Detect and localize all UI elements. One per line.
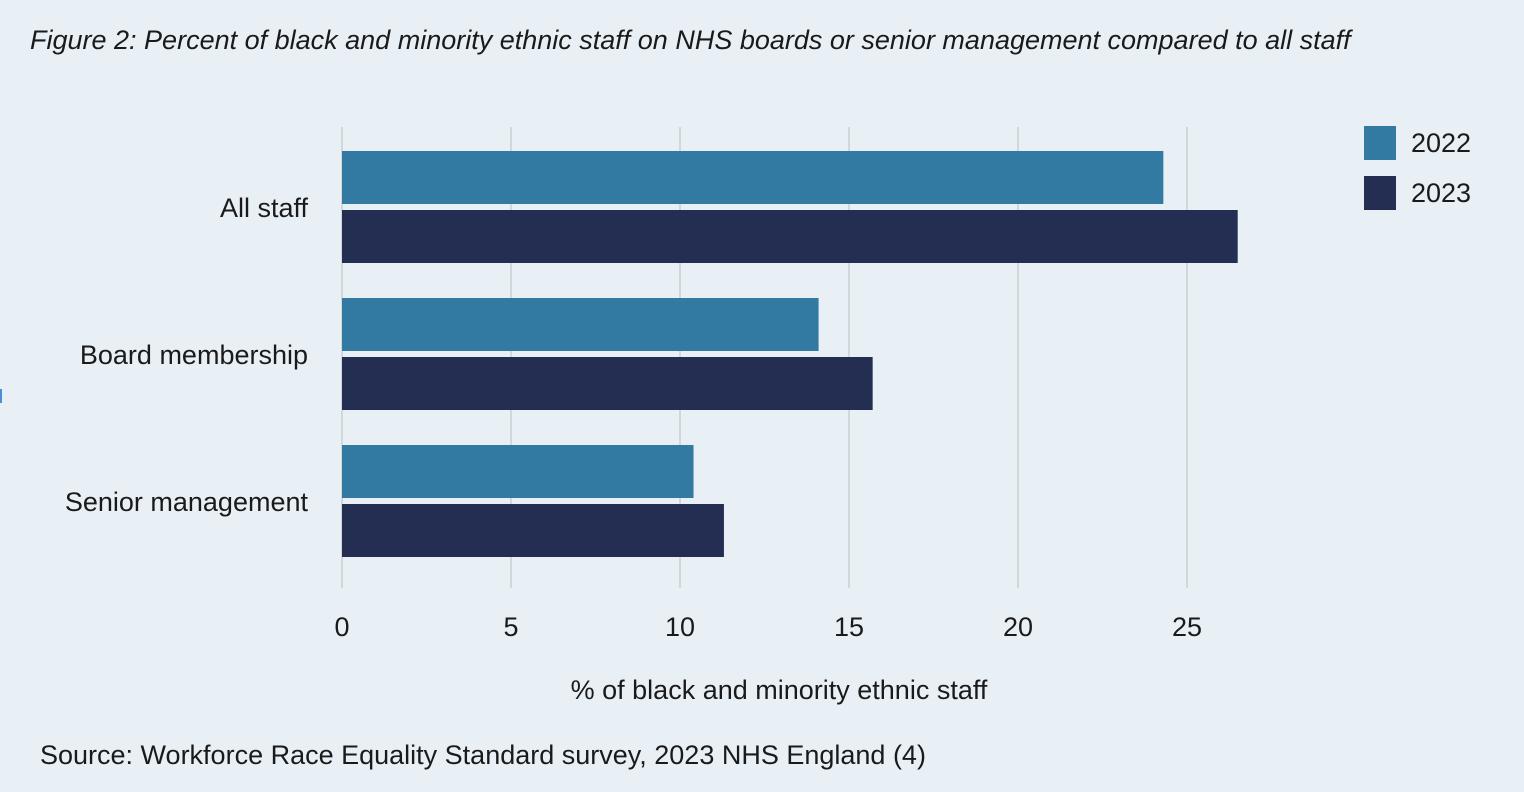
legend-label-2023: 2023 — [1411, 177, 1472, 208]
source-note: Source: Workforce Race Equality Standard… — [40, 740, 926, 770]
bar-2022-0 — [342, 151, 1164, 204]
x-tick-label-10: 10 — [665, 612, 695, 642]
category-label-1: Board membership — [80, 340, 308, 370]
x-tick-label-5: 5 — [503, 612, 518, 642]
category-label-0: All staff — [220, 193, 309, 223]
x-tick-label-0: 0 — [334, 612, 349, 642]
edge-marker — [0, 389, 2, 403]
category-label-2: Senior management — [65, 487, 309, 517]
bar-2022-1 — [342, 298, 819, 351]
legend-swatch-2022 — [1364, 126, 1396, 160]
legend-item-2022: 2022 — [1364, 118, 1471, 168]
chart-title: Figure 2: Percent of black and minority … — [30, 25, 1351, 55]
x-tick-label-15: 15 — [834, 612, 864, 642]
x-tick-labels: 0 5 10 15 20 25 — [334, 612, 1202, 642]
legend-swatch-2023 — [1364, 176, 1396, 210]
bar-2023-0 — [342, 210, 1238, 263]
legend-item-2023: 2023 — [1364, 168, 1471, 218]
bar-2022-2 — [342, 445, 694, 498]
x-tick-label-25: 25 — [1172, 612, 1202, 642]
bar-2023-2 — [342, 504, 724, 557]
x-axis-label: % of black and minority ethnic staff — [571, 675, 988, 705]
legend-label-2022: 2022 — [1411, 127, 1472, 158]
bars — [342, 151, 1238, 557]
x-tick-label-20: 20 — [1003, 612, 1033, 642]
legend: 2022 2023 — [1364, 118, 1471, 218]
category-labels: All staff Board membership Senior manageme… — [65, 193, 309, 517]
bar-2023-1 — [342, 357, 873, 410]
